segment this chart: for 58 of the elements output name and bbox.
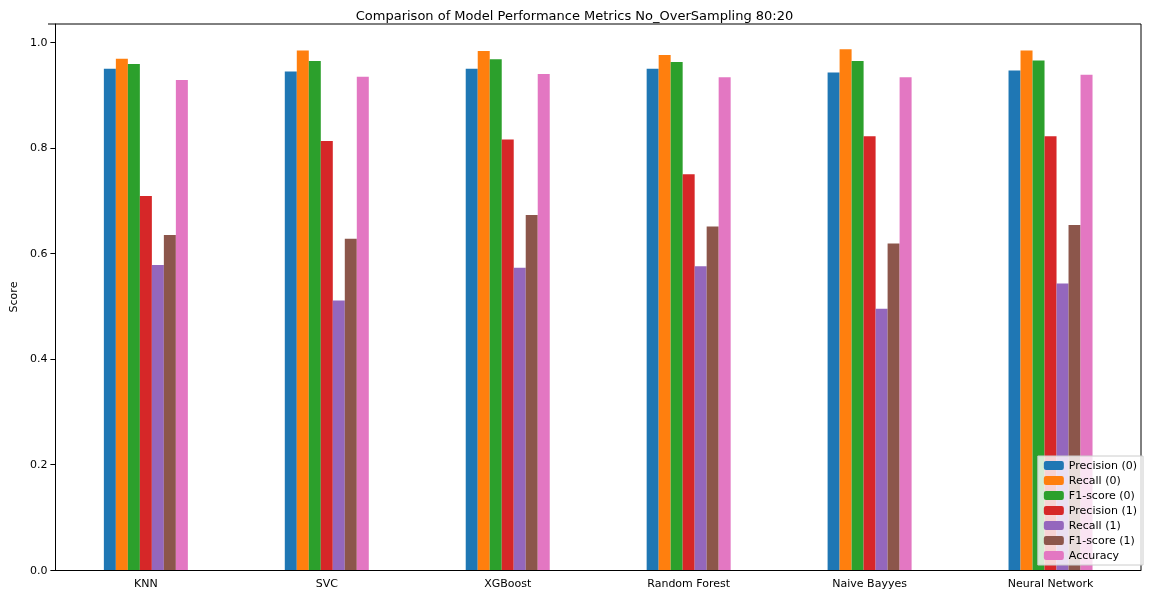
bar	[646, 68, 659, 570]
bar	[718, 77, 731, 570]
bar	[513, 267, 526, 570]
bar	[706, 226, 719, 570]
bar	[344, 238, 357, 570]
legend-label: Recall (0)	[1068, 474, 1121, 487]
bar	[332, 300, 345, 570]
x-tick-label: XGBoost	[484, 577, 532, 590]
bar	[284, 71, 297, 570]
bar	[827, 72, 840, 570]
bar	[525, 214, 538, 570]
bar	[477, 50, 490, 570]
bar	[537, 74, 550, 570]
bar	[694, 266, 707, 570]
bar	[356, 76, 369, 570]
y-tick-label: 0.0	[29, 563, 48, 577]
y-tick-label: 0.6	[29, 246, 48, 260]
bar	[851, 60, 864, 570]
y-tick-label: 0.2	[29, 457, 48, 471]
bar	[863, 136, 876, 570]
y-tick-label: 0.4	[29, 352, 48, 366]
bar	[899, 77, 912, 570]
y-axis-title: Score	[7, 281, 20, 313]
bar	[296, 50, 309, 570]
bar	[115, 58, 128, 570]
bar	[489, 59, 502, 570]
x-tick-label: SVC	[315, 577, 339, 590]
legend-label: Precision (1)	[1068, 504, 1138, 517]
bar	[163, 235, 176, 570]
bar	[658, 55, 671, 570]
x-tick-label: Naive Bayyes	[832, 577, 908, 590]
bar	[308, 60, 321, 570]
bar	[839, 49, 852, 570]
y-tick-label: 1.0	[29, 35, 48, 49]
bar	[682, 174, 695, 570]
bar	[465, 68, 478, 570]
x-tick-label: KNN	[134, 577, 158, 590]
y-tick-label: 0.8	[29, 141, 48, 155]
bar	[875, 308, 888, 570]
bar	[127, 64, 140, 570]
chart-title: Comparison of Model Performance Metrics No_OverSampling 80:20	[355, 8, 794, 23]
bar	[1008, 70, 1021, 570]
x-tick-label: Random Forest	[647, 577, 731, 590]
bar	[139, 195, 152, 570]
legend-label: F1-score (0)	[1068, 489, 1135, 502]
legend-label: F1-score (1)	[1068, 534, 1135, 547]
bar	[1020, 50, 1033, 570]
bar	[501, 139, 514, 570]
bar	[320, 141, 333, 570]
bar	[103, 68, 116, 570]
x-tick-label: Neural Network	[1007, 577, 1095, 590]
bar	[670, 61, 683, 570]
bar	[175, 79, 188, 570]
bar	[151, 265, 164, 570]
legend-label: Precision (0)	[1068, 459, 1138, 472]
bar	[887, 243, 900, 570]
legend-label: Accuracy	[1068, 549, 1120, 562]
legend-label: Recall (1)	[1068, 519, 1121, 532]
